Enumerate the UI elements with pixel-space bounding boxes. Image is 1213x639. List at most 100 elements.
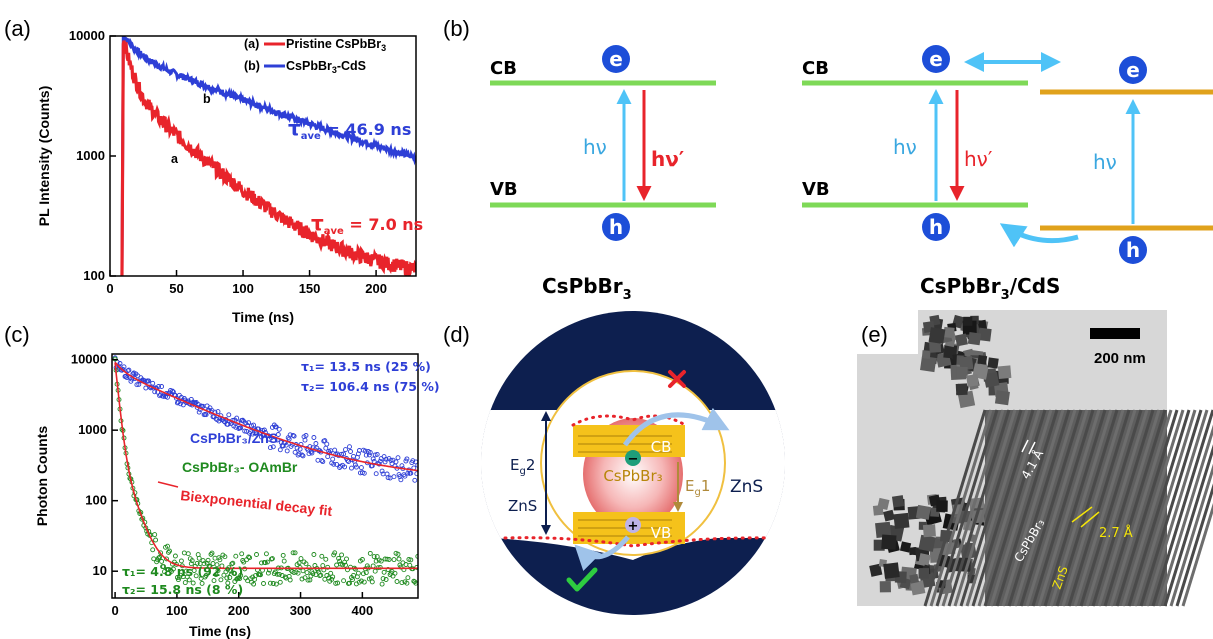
fringe-1 [929, 409, 993, 607]
top-cube-16 [976, 319, 987, 331]
panel-a-ylabel: PL Intensity (Counts) [36, 86, 52, 227]
bottom-cube-59 [893, 512, 910, 529]
tau2-top: τ₂= 106.4 ns (75 %) [301, 379, 440, 394]
panel-c-curves [112, 355, 418, 587]
cb-label-left: CB [490, 58, 517, 79]
fringe-32 [1115, 409, 1179, 607]
zns-label-left: ZnS [508, 497, 537, 515]
scale-bar [1090, 328, 1140, 339]
scale-bar-label: 200 nm [1094, 350, 1146, 367]
fringe-13 [1001, 409, 1065, 607]
fringe-30 [1103, 409, 1167, 607]
panel-label-a: (a) [4, 16, 31, 41]
vb-label-left: VB [490, 179, 518, 200]
mid-cube-23 [983, 371, 1000, 388]
electron-icon-cds [1119, 56, 1147, 84]
electron-icon-d [625, 450, 641, 466]
curve-label-a: a [171, 152, 179, 166]
zns-fit-line [114, 361, 418, 472]
top-cube-28 [929, 340, 942, 353]
vb-label-d: VB [651, 524, 672, 542]
fringe-43 [1181, 502, 1213, 607]
mid-cube-7 [997, 365, 1012, 379]
hole-label-cds: h [1126, 238, 1140, 262]
bottom-cube-42 [872, 504, 884, 516]
fringe-40 [1163, 444, 1213, 607]
hv-label-right: hν [893, 135, 917, 159]
panel-c-ylabel: Photon Counts [34, 426, 50, 527]
panel-c-axes: 10 100 1000 10000 0 100 200 300 400 [71, 352, 373, 618]
top-cube-26 [921, 350, 931, 359]
panel-c-xtick-label-3: 300 [290, 603, 312, 618]
hv-label-left: hν [583, 135, 607, 159]
legend-key-a: (a) [244, 37, 259, 51]
fringe-25 [1073, 409, 1137, 607]
bottom-cube-77 [918, 553, 931, 566]
hole-icon-cds [1119, 236, 1147, 264]
hv-prime-label-left: hν′ [651, 147, 684, 171]
fringe-36 [1139, 409, 1203, 607]
bottom-cube-68 [918, 534, 936, 552]
curve-label-b: b [203, 92, 211, 106]
panel-e: (e) 200 nm 4.1 Å CsPbBr₃ 2.7 Å ZnS [857, 310, 1213, 607]
fringe-27 [1085, 409, 1149, 607]
panel-a-frame [109, 35, 417, 277]
panel-b: (b) CB VB e h hν hν′ CsPbBr3 CB VB e h e… [443, 16, 1213, 303]
fringe-42 [1175, 483, 1213, 607]
fringe-19 [1037, 409, 1101, 607]
top-cube-39 [967, 331, 982, 346]
fringe-0 [923, 409, 987, 607]
material-label-right: CsPbBr3/CdS [920, 274, 1060, 303]
panel-a-xlabel: Time (ns) [232, 309, 294, 325]
fringe-28 [1091, 409, 1155, 607]
fringe-9 [977, 409, 1041, 607]
fringe-37 [1145, 409, 1209, 607]
fringe-39 [1157, 424, 1213, 607]
electron-escape-arrow [622, 407, 730, 447]
cb-label-right: CB [802, 58, 829, 79]
hole-label-right: h [929, 215, 943, 239]
legend-entry-b: CsPbBr3-CdS [286, 59, 366, 75]
tau2-bottom: τ₂= 15.8 ns (8 %) [122, 582, 243, 597]
top-cube-38 [955, 333, 968, 347]
top-cube-10 [920, 355, 937, 373]
top-cube-36 [963, 316, 973, 326]
top-cube-37 [928, 327, 946, 345]
bottom-cube-45 [875, 521, 892, 539]
hole-sign: + [628, 519, 639, 534]
fringe-26 [1079, 409, 1143, 607]
panel-d: (d) CB VB CsPbBr₃ − + Eg2 ZnS Eg1 Z [443, 311, 785, 615]
fringe-41 [1169, 463, 1213, 607]
mid-cube-26 [987, 357, 999, 369]
bottom-cube-84 [891, 495, 905, 508]
electron-sign: − [628, 452, 639, 467]
panel-c-ytick-label-0: 10 [93, 563, 107, 578]
curve-a-line [120, 40, 416, 276]
lattice-fringes [923, 409, 1213, 607]
mid-cube-21 [977, 354, 988, 365]
fringe-29 [1097, 409, 1161, 607]
label-oambr: CsPbBr₃- OAmBr [182, 459, 298, 475]
electron-label-left: e [609, 47, 623, 71]
curve-b-line [120, 36, 416, 276]
hole-icon-right [922, 213, 950, 241]
panel-c: (c) 10 100 1000 10000 0 100 200 300 400 Photon C… [4, 322, 440, 639]
mid-cube-27 [956, 366, 968, 379]
fringe-21 [1049, 409, 1113, 607]
fringe-38 [1151, 409, 1213, 607]
bottom-cube-15 [869, 563, 883, 577]
panel-label-c: (c) [4, 322, 30, 347]
fringe-3 [941, 409, 1005, 607]
d-spacing-2: 2.7 Å [1099, 525, 1133, 541]
mid-cube-29 [966, 374, 979, 387]
panel-label-d: (d) [443, 322, 470, 347]
top-cube-31 [943, 326, 955, 339]
bottom-cube-47 [881, 534, 897, 550]
panel-a-curves [120, 36, 416, 276]
fit-leader-line [157, 481, 179, 488]
panel-c-ytick-label-1: 100 [85, 493, 107, 508]
fringe-6 [959, 409, 1023, 607]
panel-c-ytick-label-3: 10000 [71, 352, 107, 367]
electron-label-right: e [929, 47, 943, 71]
